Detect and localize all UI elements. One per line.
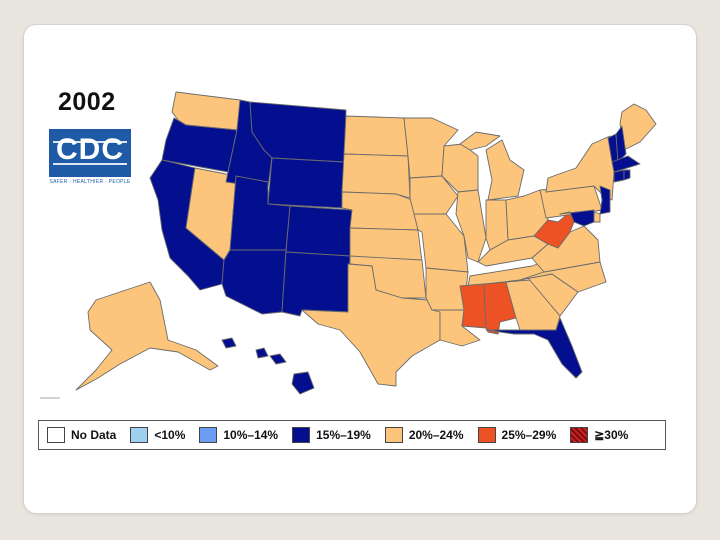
state-texas [301, 263, 441, 387]
legend-label-10-14: 10%–14% [223, 428, 279, 442]
legend-swatch-15-19 [292, 427, 311, 443]
state-wyoming [267, 157, 345, 209]
state-south-dakota [341, 153, 411, 199]
state-colorado [285, 205, 353, 257]
map-legend: No Data <10% 10%–14% 15%–19% 20%–24% 25%… [38, 420, 666, 450]
state-maine [619, 103, 657, 151]
state-alaska [75, 281, 219, 391]
state-north-dakota [343, 115, 409, 157]
state-arizona [221, 249, 287, 315]
state-new-mexico [281, 251, 351, 317]
legend-label-20-24: 20%–24% [408, 428, 464, 442]
state-michigan-part-1 [485, 139, 525, 201]
state-new-jersey [599, 185, 611, 215]
state-rhode-island [623, 169, 631, 181]
cdc-logo: CDC SAFER · HEALTHIER · PEOPLE [49, 129, 131, 187]
state-florida [485, 317, 583, 379]
legend-swatch-10-14 [199, 427, 218, 443]
map-year-title: 2002 [58, 88, 116, 116]
legend-item-15-19: 15%–19% [292, 427, 371, 443]
state-hawaii-part-3 [269, 353, 287, 365]
state-nebraska [341, 191, 419, 231]
legend-item-10-14: 10%–14% [199, 427, 278, 443]
state-delaware [593, 211, 601, 223]
legend-label-15-19: 15%–19% [316, 428, 371, 442]
state-hawaii-part-1 [221, 337, 237, 349]
state-illinois [455, 189, 487, 263]
legend-swatch-20-24 [384, 427, 403, 443]
state-connecticut [613, 169, 625, 183]
cdc-logo-stripes [53, 141, 127, 165]
legend-label-no-data: No Data [71, 428, 117, 442]
state-new-york [545, 135, 615, 201]
legend-label-ge30: ≧30% [594, 428, 629, 442]
state-maryland [559, 209, 595, 227]
state-new-hampshire [615, 125, 627, 163]
legend-item-lt10: <10% [130, 427, 185, 443]
legend-item-ge30: ≧30% [570, 427, 628, 443]
cdc-logo-box [49, 129, 131, 177]
legend-swatch-lt10 [130, 427, 149, 443]
legend-label-25-29: 25%–29% [501, 428, 557, 442]
legend-label-lt10: <10% [154, 428, 186, 442]
legend-swatch-no-data [47, 427, 65, 443]
legend-item-25-29: 25%–29% [477, 427, 557, 443]
state-michigan-part-2 [459, 131, 501, 151]
state-mississippi [459, 283, 487, 329]
cdc-logo-tagline: SAFER · HEALTHIER · PEOPLE [49, 179, 131, 185]
state-hawaii-part-4 [291, 371, 315, 395]
legend-item-no-data: No Data [47, 427, 116, 443]
cdc-logo-text: CDC [56, 133, 124, 166]
state-massachusetts [611, 155, 641, 173]
state-hawaii-part-2 [255, 347, 269, 359]
legend-item-20-24: 20%–24% [384, 427, 464, 443]
legend-swatch-ge30 [570, 427, 589, 443]
legend-swatch-25-29 [477, 427, 496, 443]
